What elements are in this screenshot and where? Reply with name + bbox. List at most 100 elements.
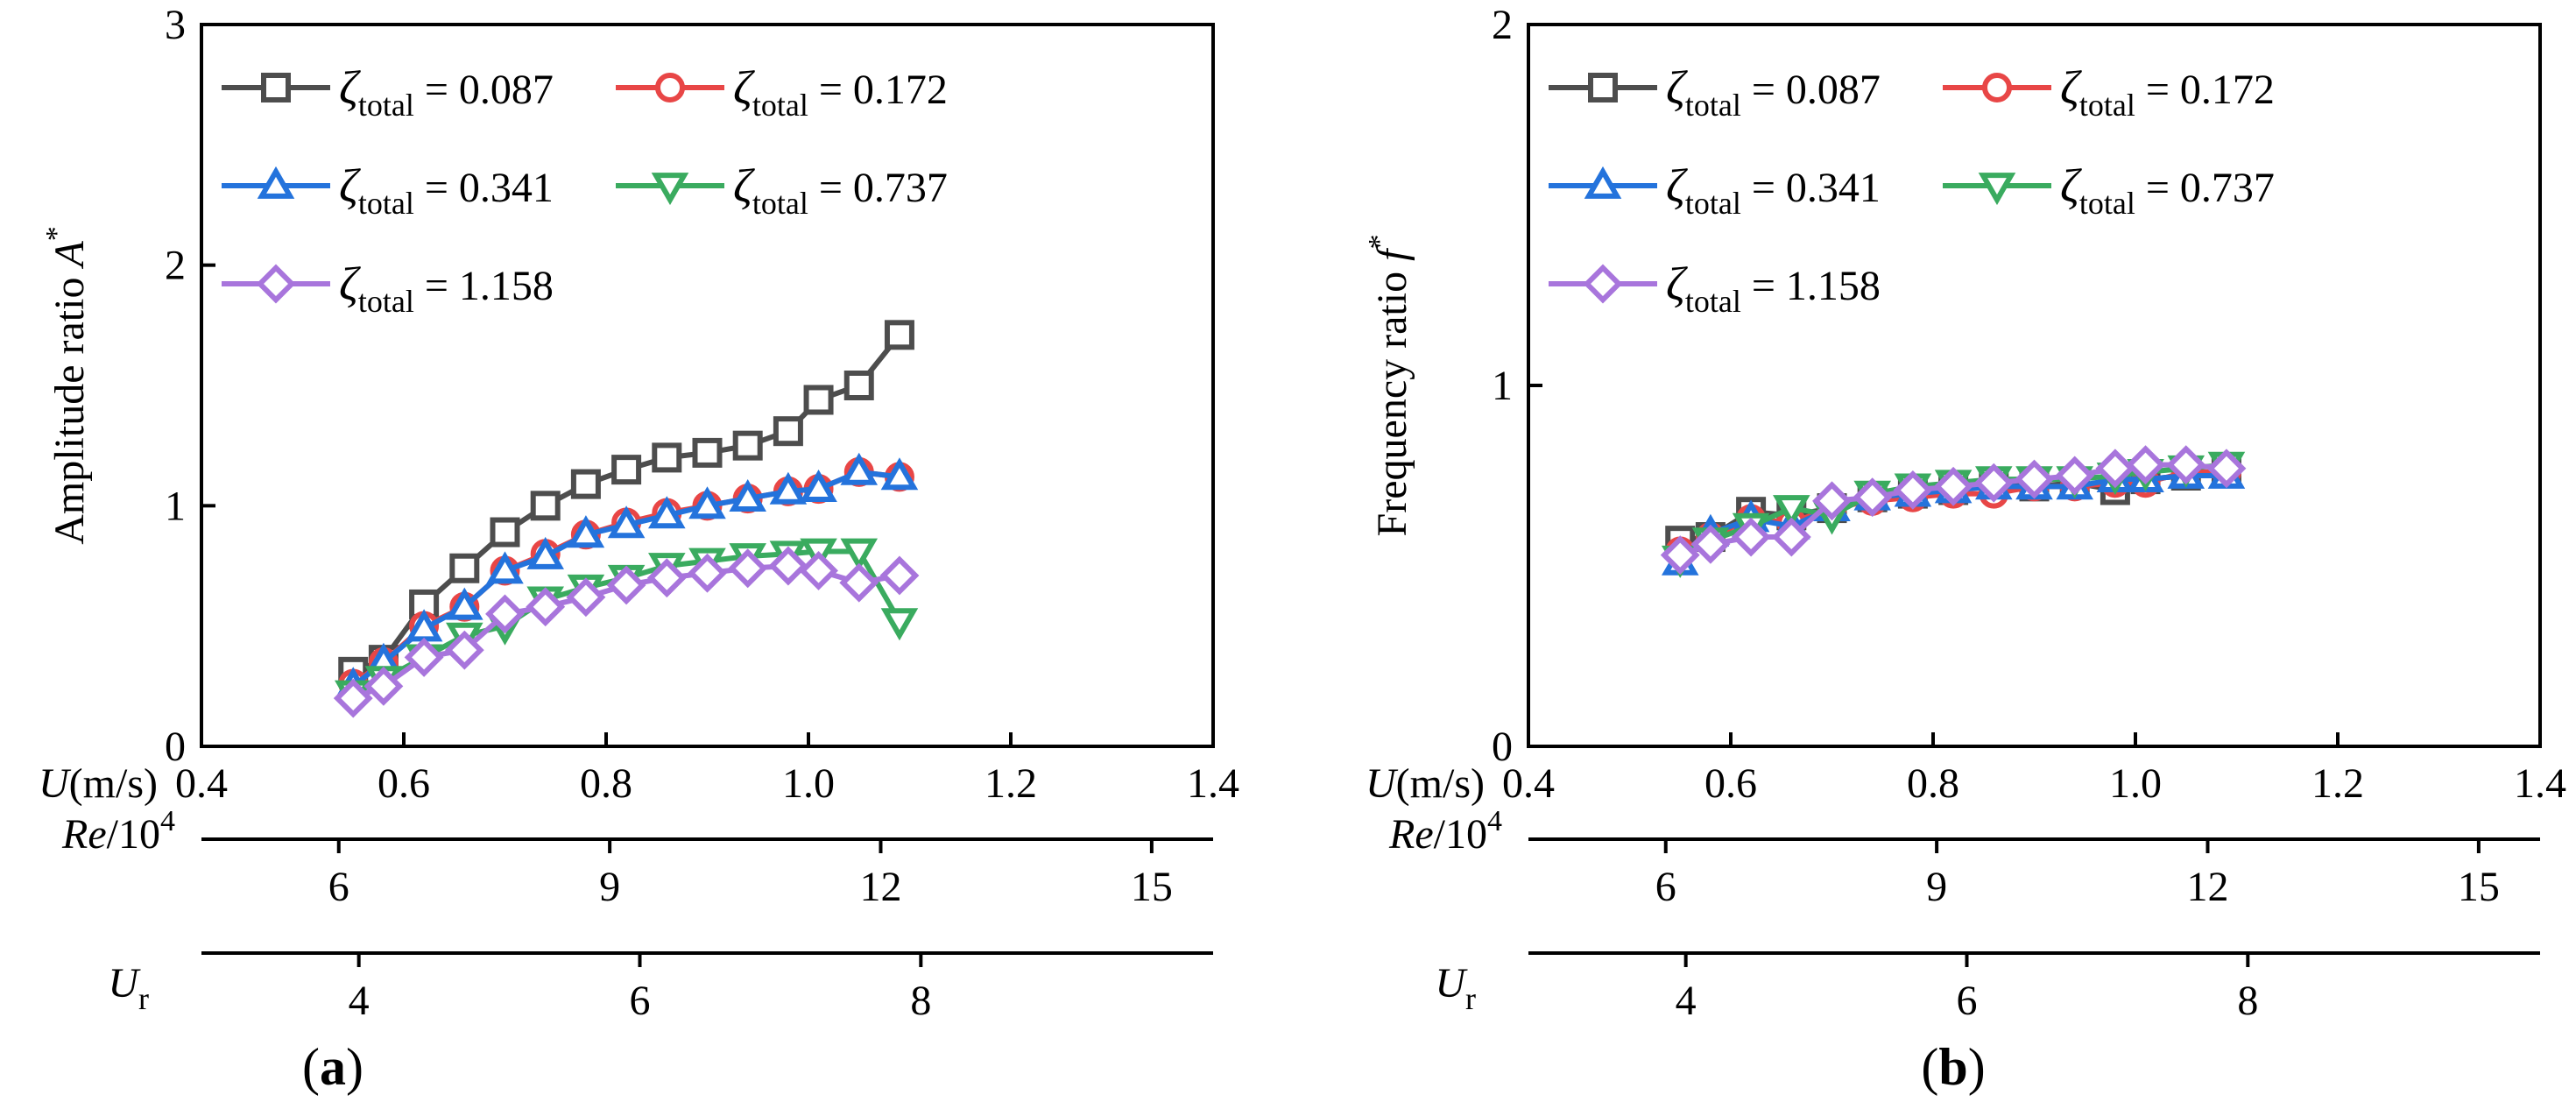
data-point [1853, 477, 1893, 518]
data-point [530, 491, 561, 521]
data-point [607, 505, 646, 539]
x-tick-label: 0.6 [378, 760, 430, 807]
legend-value: = 0.737 [2135, 165, 2275, 211]
y-axis-title-sup: * [1363, 235, 1395, 250]
re-tick-label: 15 [1131, 864, 1173, 910]
data-point [1731, 517, 1771, 557]
x-tick-label: 0.8 [1907, 760, 1959, 807]
legend-subscript: total [2079, 186, 2135, 221]
data-point [363, 666, 404, 706]
x-axis-title-ur-sub: r [1465, 981, 1476, 1016]
y-axis-title: Frequency ratio f* [1363, 235, 1415, 537]
legend-symbol: ζ [339, 61, 361, 114]
x-axis-title-re-var: Re [61, 811, 107, 858]
x-tick-label: 1.2 [985, 760, 1037, 807]
legend-label: ζtotal = 1.158 [339, 258, 554, 319]
data-point [840, 538, 879, 571]
legend-symbol: ζ [733, 159, 755, 212]
legend-value: = 1.158 [1741, 263, 1881, 309]
data-point [732, 430, 763, 461]
data-point [485, 594, 525, 634]
panel-label-letter: a [320, 1038, 346, 1096]
re-tick-label: 12 [2187, 864, 2229, 910]
series-1.158 [333, 546, 920, 718]
data-point [2166, 445, 2206, 485]
legend-symbol: ζ [1666, 258, 1688, 310]
legend-symbol: ζ [339, 159, 361, 212]
data-point [606, 565, 646, 605]
data-point [800, 469, 837, 503]
data-point [2126, 445, 2165, 485]
legend-value: = 0.172 [808, 67, 948, 113]
legend-value: = 0.737 [808, 165, 948, 211]
panel-label-open: ( [302, 1038, 320, 1096]
x-axis-title-ur-sub: r [138, 981, 149, 1016]
x-tick-label: 1.2 [2311, 760, 2364, 807]
data-point [843, 371, 874, 400]
legend-subscript: total [752, 88, 808, 123]
y-axis-title-var: A [46, 241, 93, 270]
data-point [1660, 535, 1700, 576]
legend-value: = 0.087 [414, 67, 554, 113]
legend-item: ζtotal = 0.737 [616, 159, 948, 221]
legend-marker [1584, 166, 1622, 199]
data-point [880, 457, 919, 491]
y-tick-label: 2 [1492, 2, 1513, 48]
y-tick-label: 1 [1492, 363, 1513, 409]
legend-item: ζtotal = 0.172 [1943, 61, 2275, 123]
y-tick-label: 0 [1492, 724, 1513, 770]
data-point [799, 551, 838, 590]
panel-label: (a) [302, 1038, 363, 1096]
legend-subscript: total [1685, 186, 1741, 221]
ur-tick-label: 8 [2237, 978, 2258, 1024]
legend-label: ζtotal = 0.087 [1666, 61, 1881, 123]
legend-marker [651, 173, 689, 206]
data-point [652, 442, 682, 473]
y-tick-label: 0 [165, 724, 186, 770]
x-tick-label: 1.0 [782, 760, 835, 807]
y-tick-label: 3 [165, 2, 186, 48]
x-tick-label: 1.4 [2514, 760, 2566, 807]
x-axis-title-u: U(m/s) [39, 760, 158, 807]
y-axis-title: Amplitude ratio A* [40, 226, 93, 545]
y-axis-title-text: Amplitude ratio [46, 267, 93, 545]
data-point [570, 469, 601, 499]
legend-marker [1982, 73, 2012, 102]
re-tick-label: 15 [2458, 864, 2500, 910]
data-point [490, 517, 520, 547]
legend-marker [1588, 73, 1618, 102]
re-tick-label: 9 [599, 864, 620, 910]
data-point [1933, 466, 1973, 506]
ur-tick-label: 6 [1957, 978, 1978, 1024]
data-point [1771, 517, 1811, 557]
data-point [486, 551, 524, 584]
data-point [567, 515, 605, 548]
data-point [1773, 495, 1810, 528]
legend-subscript: total [2079, 88, 2135, 123]
data-point [646, 558, 687, 598]
plot-frame [1527, 23, 2542, 748]
data-point [880, 608, 919, 641]
re-tick-label: 6 [1655, 864, 1676, 910]
data-point [449, 553, 480, 583]
data-point [879, 555, 920, 596]
legend-value: = 0.341 [414, 165, 554, 211]
panel-label-letter: b [1938, 1038, 1967, 1096]
data-point [768, 546, 808, 586]
legend-label: ζtotal = 0.087 [339, 61, 554, 123]
x-axis-title-u-var: U [39, 760, 72, 807]
x-axis-title-re: Re/104 [61, 805, 175, 858]
legend-marker [1583, 264, 1623, 304]
legend-symbol: ζ [339, 258, 361, 310]
data-point [688, 486, 726, 519]
panel-label: (b) [1921, 1038, 1985, 1096]
legend-label: ζtotal = 0.737 [733, 159, 948, 221]
legend-item: ζtotal = 0.087 [1549, 61, 1881, 123]
legend-subscript: total [358, 88, 414, 123]
data-point [648, 496, 686, 529]
data-point [2206, 449, 2247, 489]
data-point [526, 536, 564, 569]
data-point [840, 452, 879, 485]
